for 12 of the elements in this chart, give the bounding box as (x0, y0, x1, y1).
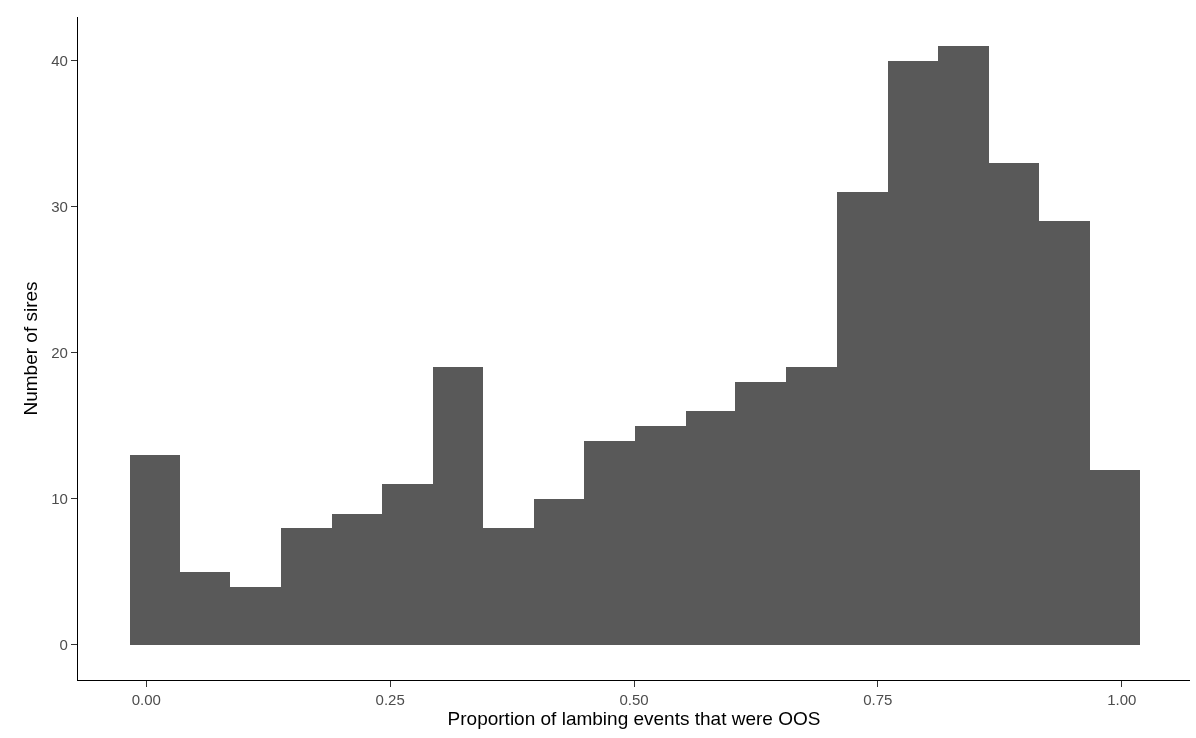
y-tick-label: 0 (59, 636, 68, 654)
y-tick-label: 10 (51, 490, 68, 508)
y-tick-label: 30 (51, 198, 68, 216)
y-tick-label: 20 (51, 344, 68, 362)
x-tick-label: 0.25 (375, 691, 405, 709)
y-tick-label: 40 (51, 52, 68, 70)
x-tick-label: 0.00 (131, 691, 161, 709)
x-tick-label: 1.00 (1107, 691, 1137, 709)
x-axis-title: Proportion of lambing events that were OOS (447, 708, 821, 730)
x-tick-label: 0.50 (619, 691, 649, 709)
y-axis-title: Number of sires (20, 281, 42, 416)
x-tick-label: 0.75 (863, 691, 893, 709)
